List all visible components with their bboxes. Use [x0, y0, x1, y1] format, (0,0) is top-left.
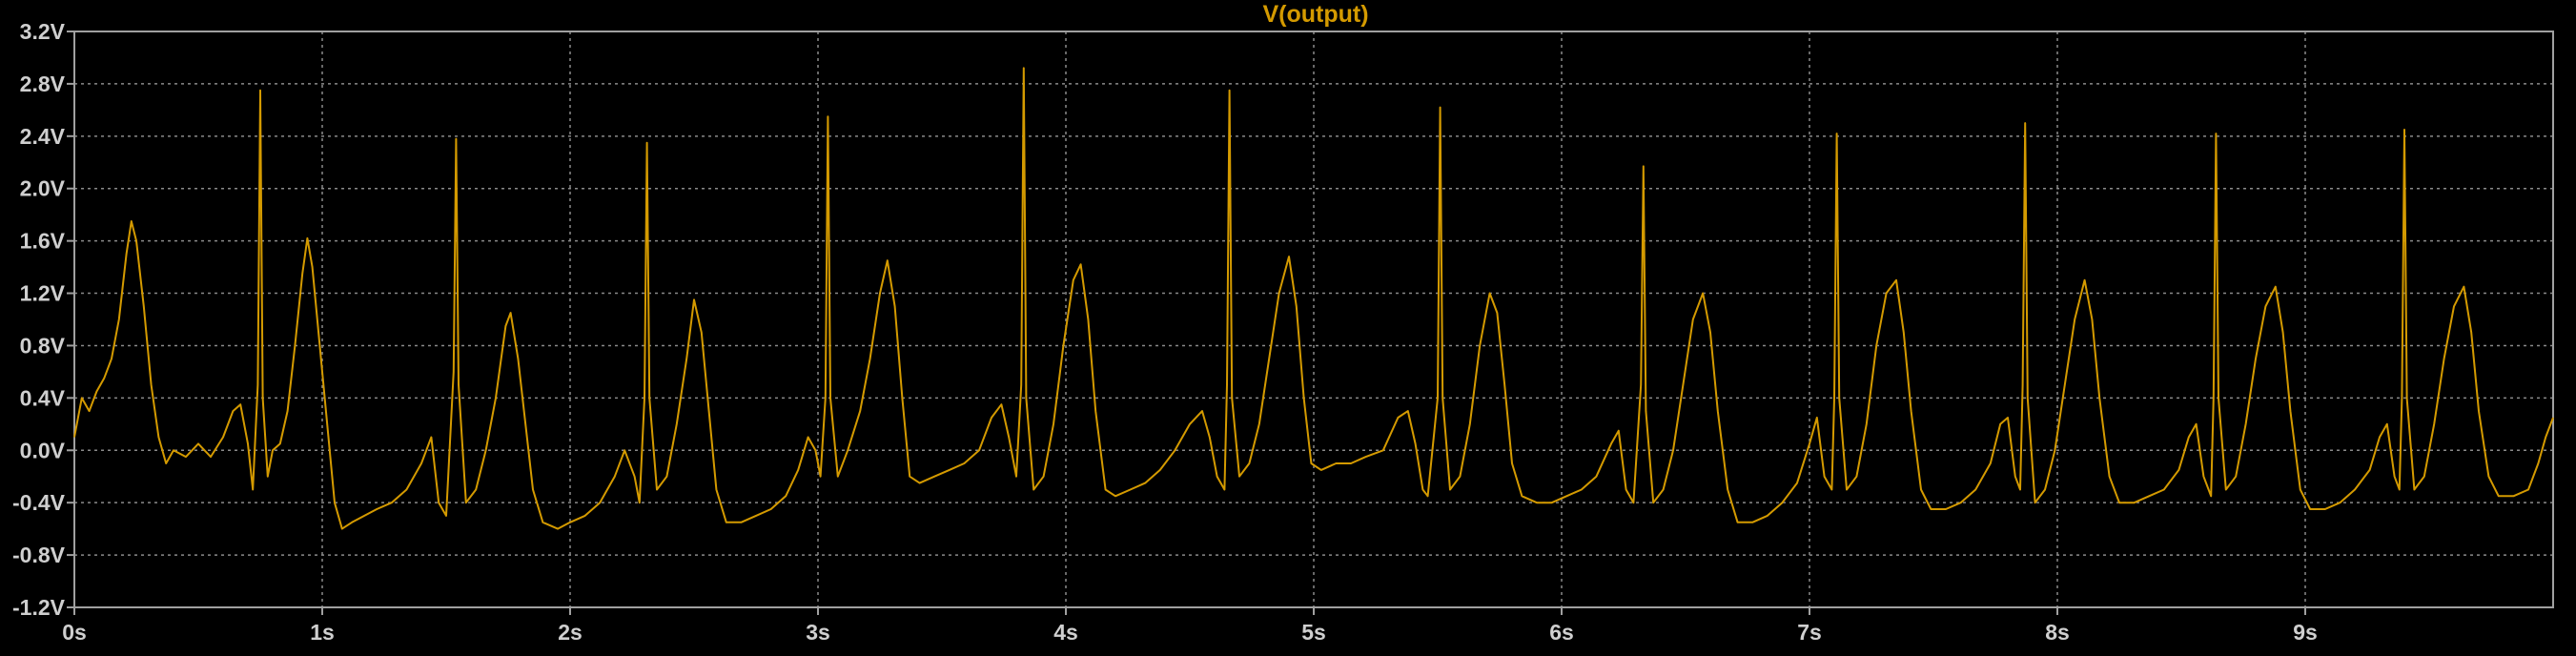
y-tick-label: 1.6V: [20, 229, 66, 254]
x-tick-label: 4s: [1053, 620, 1078, 645]
y-tick-label: 2.0V: [20, 176, 66, 201]
x-axis-ticks: 0s 1s 2s 3s 4s 5s 6s 7s 8s 9s: [62, 607, 2318, 645]
y-tick-label: 3.2V: [20, 19, 66, 44]
y-tick-label: -0.8V: [12, 543, 66, 567]
x-tick-label: 1s: [310, 620, 335, 645]
chart-title: V(output): [1262, 1, 1368, 28]
y-axis-ticks: 3.2V 2.8V 2.4V 2.0V 1.6V 1.2V 0.8V 0.4V 0.0V -0.4…: [12, 19, 74, 620]
y-tick-label: 0.4V: [20, 385, 66, 410]
x-tick-label: 8s: [2045, 620, 2070, 645]
x-tick-label: 7s: [1797, 620, 1822, 645]
series-line-v-output: [73, 67, 2554, 530]
x-tick-label: 3s: [806, 620, 830, 645]
y-tick-label: -0.4V: [12, 490, 66, 515]
grid-layer: [74, 31, 2553, 607]
x-tick-label: 6s: [1549, 620, 1574, 645]
x-tick-label: 0s: [62, 620, 87, 645]
series-layer: [73, 67, 2554, 530]
y-tick-label: 0.0V: [20, 438, 66, 462]
y-tick-label: -1.2V: [12, 595, 66, 620]
x-tick-label: 5s: [1301, 620, 1326, 645]
x-tick-label: 2s: [558, 620, 583, 645]
x-tick-label: 9s: [2293, 620, 2318, 645]
y-tick-label: 0.8V: [20, 333, 66, 358]
y-tick-label: 1.2V: [20, 281, 66, 306]
y-tick-label: 2.8V: [20, 72, 66, 96]
y-tick-label: 2.4V: [20, 124, 66, 149]
